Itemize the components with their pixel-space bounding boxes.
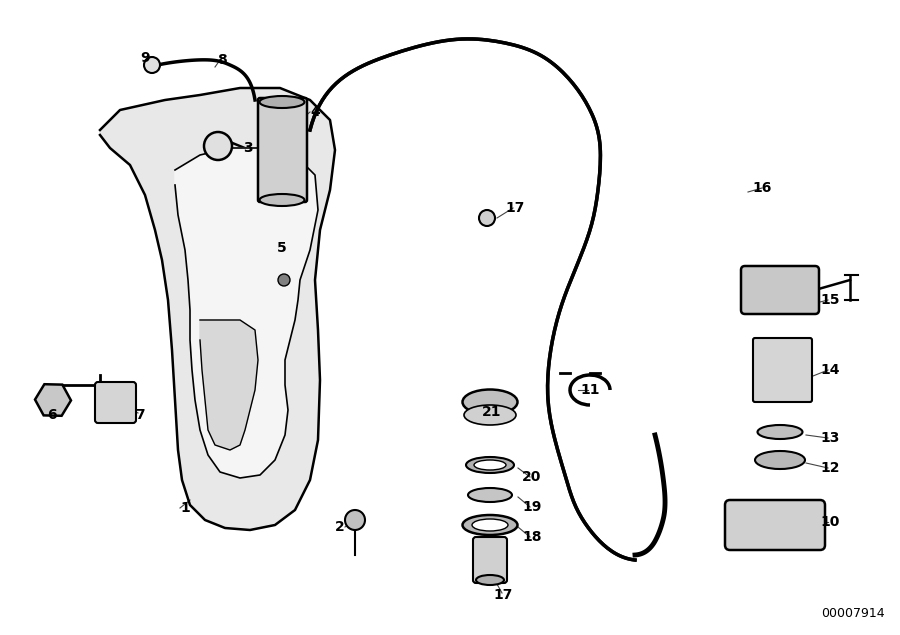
Text: 14: 14 xyxy=(820,363,840,377)
Text: 00007914: 00007914 xyxy=(822,607,885,620)
Text: 7: 7 xyxy=(135,408,145,422)
Ellipse shape xyxy=(259,194,304,206)
Text: 13: 13 xyxy=(820,431,840,445)
Text: 6: 6 xyxy=(47,408,57,422)
Polygon shape xyxy=(175,148,318,478)
Ellipse shape xyxy=(466,457,514,473)
Text: 17: 17 xyxy=(505,201,525,215)
Ellipse shape xyxy=(468,488,512,502)
FancyBboxPatch shape xyxy=(725,500,825,550)
Text: 2: 2 xyxy=(335,520,345,534)
Text: 8: 8 xyxy=(217,53,227,67)
FancyBboxPatch shape xyxy=(753,338,812,402)
Text: 9: 9 xyxy=(140,51,149,65)
Text: 11: 11 xyxy=(580,383,599,397)
FancyBboxPatch shape xyxy=(95,382,136,423)
Text: 5: 5 xyxy=(277,241,287,255)
Text: 18: 18 xyxy=(522,530,542,544)
Ellipse shape xyxy=(758,425,803,439)
Text: 12: 12 xyxy=(820,461,840,475)
FancyBboxPatch shape xyxy=(473,537,507,583)
Text: 17: 17 xyxy=(493,588,513,602)
Text: 10: 10 xyxy=(820,515,840,529)
Polygon shape xyxy=(200,320,258,450)
Ellipse shape xyxy=(464,405,516,425)
Text: 19: 19 xyxy=(522,500,542,514)
Circle shape xyxy=(479,210,495,226)
Ellipse shape xyxy=(476,575,504,585)
Ellipse shape xyxy=(463,389,518,415)
Ellipse shape xyxy=(259,96,304,108)
Text: 1: 1 xyxy=(180,501,190,515)
Text: 3: 3 xyxy=(243,141,253,155)
Ellipse shape xyxy=(755,451,805,469)
FancyBboxPatch shape xyxy=(741,266,819,314)
Text: 16: 16 xyxy=(752,181,771,195)
Text: 20: 20 xyxy=(522,470,542,484)
Ellipse shape xyxy=(463,515,518,535)
Circle shape xyxy=(204,132,232,160)
Circle shape xyxy=(345,510,365,530)
Text: 21: 21 xyxy=(482,405,502,419)
Circle shape xyxy=(278,274,290,286)
Text: 4: 4 xyxy=(310,105,320,119)
Text: 15: 15 xyxy=(820,293,840,307)
Ellipse shape xyxy=(472,519,508,531)
Polygon shape xyxy=(100,88,335,530)
Ellipse shape xyxy=(474,460,506,470)
Circle shape xyxy=(144,57,160,73)
FancyBboxPatch shape xyxy=(258,98,307,202)
